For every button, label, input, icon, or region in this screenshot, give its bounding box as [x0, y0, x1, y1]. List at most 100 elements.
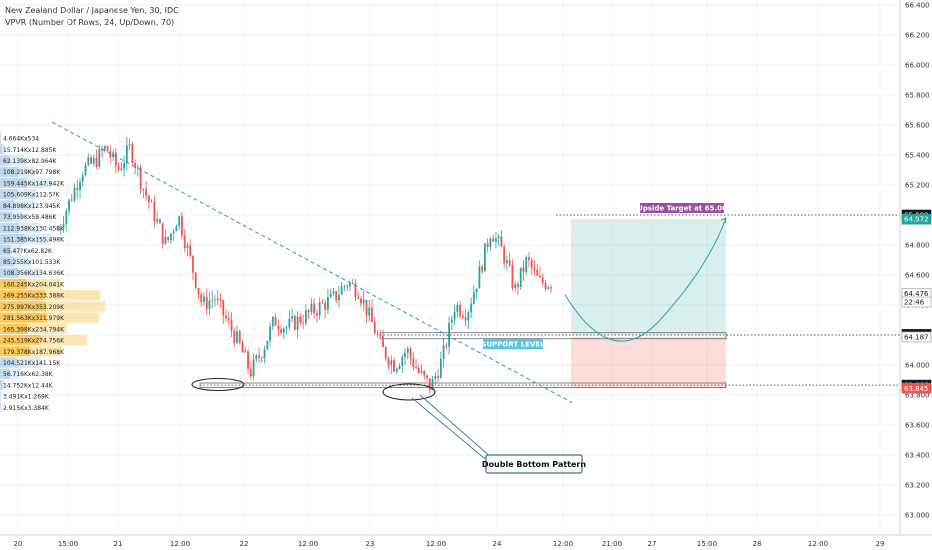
target-label: Upside Target at 65.00 — [637, 205, 727, 213]
candle-body — [528, 257, 530, 261]
candle-body — [280, 329, 282, 333]
candle-body — [324, 303, 327, 310]
candle-body — [57, 230, 59, 231]
profile-label: 179.378Kx187.968K — [3, 349, 65, 356]
profile-bar-down — [40, 334, 87, 346]
candle-body — [329, 293, 332, 298]
profile-bar-down — [2, 379, 5, 391]
price-axis: 66.400 66.200 66.000 65.800 65.600 65.400 65.2… — [899, 0, 932, 550]
candle-body — [409, 348, 412, 358]
candle-body — [398, 365, 401, 369]
candle-body — [489, 238, 492, 247]
candle-body — [134, 162, 137, 169]
profile-bar-up — [0, 334, 41, 346]
profile-label: 108.219Kx97.798K — [3, 169, 61, 176]
profile-bar-down — [17, 189, 37, 200]
candle-body — [117, 165, 120, 171]
candle-body — [506, 260, 508, 264]
profile-label: 160.245Kx204.041K — [3, 281, 65, 288]
time-tick-label: 20 — [14, 540, 23, 548]
candle-body — [277, 325, 280, 330]
candle-body — [459, 304, 462, 316]
candle-body — [514, 283, 517, 289]
candle-body — [368, 307, 371, 316]
candle-body — [495, 238, 497, 242]
candle-body — [291, 315, 294, 319]
candle-body — [522, 267, 525, 273]
price-tick-label: 63.000 — [905, 512, 930, 520]
candle-body — [293, 315, 296, 330]
profile-bar-down — [18, 166, 35, 177]
candle-body — [101, 149, 103, 151]
pattern-callout-line — [419, 394, 494, 459]
candle-body — [310, 303, 313, 313]
candle-body — [321, 302, 324, 304]
price-label-bg — [901, 331, 932, 343]
candle-body — [346, 285, 349, 287]
candle-body — [186, 245, 189, 248]
price-label-text: 22:46 — [904, 299, 925, 307]
profile-bar-up — [0, 357, 18, 368]
price-tick-label: 65.600 — [905, 122, 930, 130]
profile-label: 84.898Kx123.945K — [3, 203, 61, 210]
profile-bar-up — [0, 346, 30, 357]
candle-body — [360, 298, 362, 304]
candle-body — [128, 144, 131, 146]
profile-bar-up — [0, 391, 1, 402]
candle-body — [139, 167, 142, 190]
profile-bar-up — [0, 256, 15, 267]
candle-body — [214, 299, 216, 301]
candle-body — [404, 352, 406, 358]
time-tick-label: 22 — [240, 540, 249, 548]
time-tick-label: 15:00 — [58, 540, 78, 548]
profile-label: 62.139Kx82.964K — [3, 158, 57, 165]
profile-bar-up — [0, 278, 27, 290]
candle-body — [415, 366, 417, 369]
candle-body — [90, 157, 92, 164]
candle-body — [178, 216, 181, 227]
candle-body — [343, 285, 346, 287]
price-tick-label: 66.400 — [905, 2, 930, 10]
candle-body — [393, 360, 395, 372]
candle-body — [255, 355, 258, 360]
price-label-bg — [901, 382, 932, 394]
profile-bar-up — [0, 267, 19, 278]
candle-body — [442, 345, 445, 359]
profile-bar-up — [0, 312, 47, 323]
candle-body — [59, 227, 62, 231]
profile-bar-down — [27, 323, 67, 334]
candle-body — [247, 351, 249, 369]
candle-body — [434, 376, 437, 379]
profile-label: 104.521Kx141.15K — [3, 360, 61, 367]
target-label-bg — [640, 203, 724, 213]
candle-body — [266, 340, 269, 350]
candle-body — [486, 243, 489, 247]
candle-body — [123, 162, 126, 169]
profile-bar-up — [0, 200, 15, 211]
profile-label: 85.255Kx101.533K — [3, 259, 61, 266]
candle-body — [70, 199, 73, 201]
profile-label: 3.491Kx1.269K — [3, 394, 50, 401]
profile-bar-up — [0, 245, 11, 256]
pattern-label-box — [485, 454, 583, 474]
candle-body — [175, 226, 178, 232]
candle-body — [150, 201, 153, 203]
target-zone — [571, 219, 726, 335]
grid — [0, 0, 900, 535]
candle-body — [530, 260, 533, 268]
candle-body — [183, 235, 186, 248]
candle-body — [497, 236, 500, 239]
candle-body — [233, 330, 236, 343]
price-label: 64.187 — [901, 331, 932, 343]
candle-body — [445, 345, 448, 347]
profile-bar-down — [14, 256, 32, 267]
candle-body — [519, 267, 522, 287]
candle-body — [541, 277, 544, 284]
profile-label: 151.385Kx155.498K — [3, 237, 65, 244]
candle-body — [136, 167, 139, 169]
profile-label: 112.938Kx130.458K — [3, 225, 65, 232]
candle-body — [142, 189, 145, 190]
candle-body — [340, 286, 343, 295]
time-tick-label: 28 — [753, 540, 762, 548]
